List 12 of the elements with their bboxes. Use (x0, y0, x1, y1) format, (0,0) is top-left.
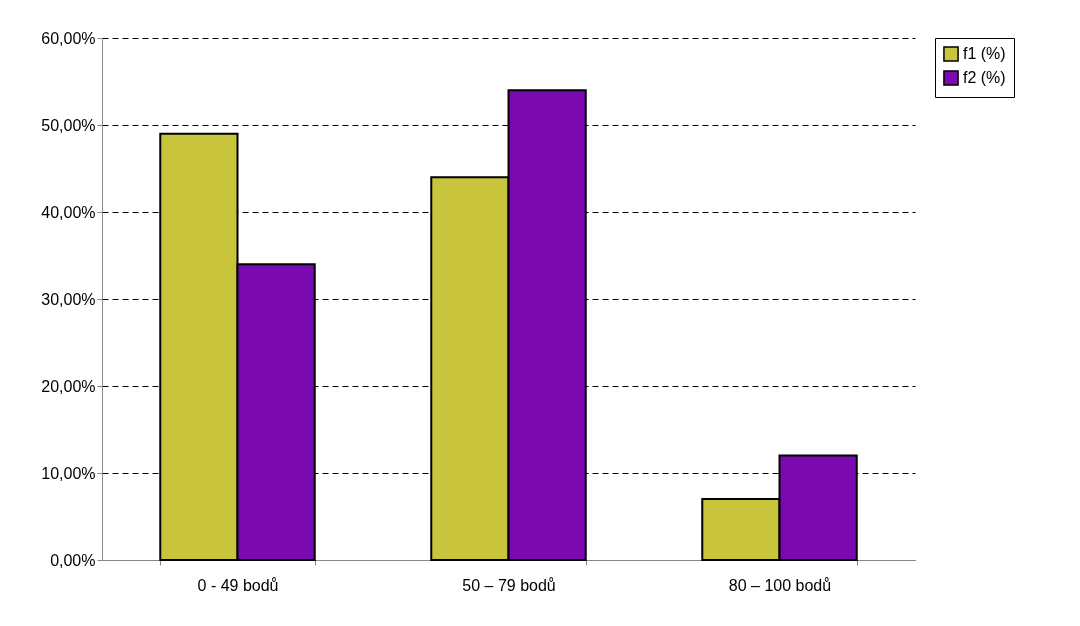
y-tick-label: 50,00% (41, 116, 96, 134)
y-tick-label: 10,00% (41, 464, 96, 482)
legend-label: f1 (%) (963, 45, 1006, 62)
x-tick-label: 0 - 49 bodů (197, 576, 279, 594)
y-tick-label: 0,00% (50, 551, 96, 569)
y-tick-label: 40,00% (41, 203, 96, 221)
y-tick-label: 60,00% (41, 29, 96, 47)
y-tick-label: 30,00% (41, 290, 96, 308)
x-tick-label: 50 – 79 bodů (462, 576, 556, 594)
legend-label: f2 (%) (963, 69, 1006, 86)
x-tick-label: 80 – 100 bodů (728, 576, 832, 594)
y-tick-label: 20,00% (41, 377, 96, 395)
